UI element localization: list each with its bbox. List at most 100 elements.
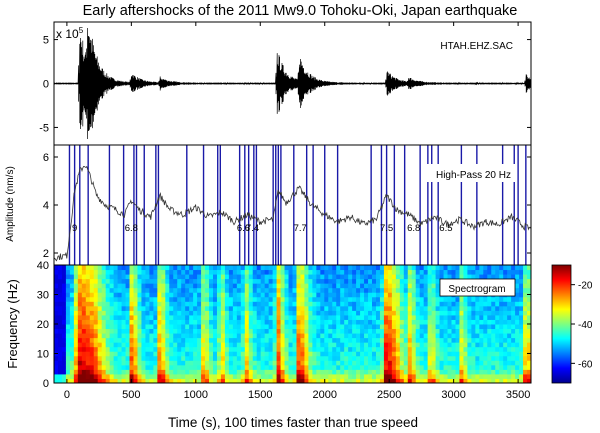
spectrogram-cell xyxy=(73,369,79,375)
spectrogram-cell xyxy=(415,328,421,334)
spectrogram-cell xyxy=(181,314,186,320)
spectrogram-cell xyxy=(193,342,198,348)
spectrogram-cell xyxy=(387,342,393,348)
high-pass-axes: 246 xyxy=(43,152,531,260)
spectrogram-cell xyxy=(129,305,134,311)
spectrogram-cell xyxy=(467,346,472,352)
spectrogram-cell xyxy=(228,265,234,271)
spectrogram-cell xyxy=(324,373,329,379)
spectrogram-cell xyxy=(288,283,293,289)
spectrogram-cell xyxy=(288,310,293,316)
spectrogram-cell xyxy=(129,287,134,293)
spectrogram-cell xyxy=(97,346,103,352)
spectrogram-cell xyxy=(264,337,270,343)
spectrogram-cell xyxy=(197,351,202,357)
spectrogram-cell xyxy=(248,337,254,343)
spectrogram-cell xyxy=(256,319,262,325)
spectrogram-cell xyxy=(137,301,142,307)
spectrogram-cell xyxy=(228,292,234,298)
spectrogram-cell xyxy=(113,292,119,298)
spectrogram-cell xyxy=(264,360,270,366)
spectrogram-cell xyxy=(276,328,282,334)
spectrogram-cell xyxy=(205,364,210,370)
spectrogram-cell xyxy=(224,269,230,275)
spectrogram-cell xyxy=(395,369,401,375)
spectrogram-cell xyxy=(320,269,325,275)
spectrogram-cell xyxy=(423,269,429,275)
spectrogram-cell xyxy=(427,314,433,320)
spectrogram-cell xyxy=(495,346,500,352)
spectrogram-cell xyxy=(85,292,91,298)
spectrogram-cell xyxy=(360,301,365,307)
spectrogram-cell xyxy=(399,369,405,375)
spectrogram-cell xyxy=(348,301,353,307)
spectrogram-cell xyxy=(451,324,456,330)
spectrogram-cell xyxy=(209,364,214,370)
spectrogram-cell xyxy=(109,324,115,330)
spectrogram-cell xyxy=(105,314,111,320)
spectrogram-cell xyxy=(101,265,107,271)
spectrogram-cell xyxy=(352,283,357,289)
spectrogram-cell xyxy=(503,360,508,366)
spectrogram-cell xyxy=(280,301,286,307)
spectrogram-cell xyxy=(340,274,345,280)
spectrogram-cell xyxy=(320,310,325,316)
spectrogram-cell xyxy=(169,314,174,320)
spectrogram-cell xyxy=(276,278,282,284)
spectrogram-cell xyxy=(379,351,385,357)
spectrogram-cell xyxy=(316,378,321,383)
spectrogram-cell xyxy=(268,278,274,284)
spectrogram-cell xyxy=(523,351,528,357)
spectrogram-cell xyxy=(101,287,107,293)
spectrogram-cell xyxy=(157,342,162,348)
colorbar-ticks: -20-40-60 xyxy=(571,281,593,370)
spectrogram-cell xyxy=(467,314,472,320)
spectrogram-cell xyxy=(459,373,464,379)
spectrogram-cell xyxy=(435,283,441,289)
spectrogram-cell xyxy=(332,301,337,307)
spectrogram-cell xyxy=(193,287,198,293)
spectrogram-cell xyxy=(69,351,75,357)
spectrogram-cell xyxy=(93,360,99,366)
spectrogram-cell xyxy=(209,287,214,293)
spectrogram-cell xyxy=(268,351,274,357)
spectrogram-cell xyxy=(324,378,329,383)
spectrogram-cell xyxy=(431,337,437,343)
spectrogram-cell xyxy=(153,278,158,284)
spectrogram-cell xyxy=(399,278,405,284)
spectrogram-cell xyxy=(483,342,488,348)
spectrogram-cell xyxy=(209,373,214,379)
spectrogram-cell xyxy=(268,274,274,280)
spectrogram-cell xyxy=(491,333,496,339)
spectrogram-cell xyxy=(89,274,95,280)
spectrogram-cell xyxy=(77,373,83,379)
spectrogram-cell xyxy=(455,364,460,370)
spectrogram-cell xyxy=(487,301,492,307)
spectrogram-cell xyxy=(407,351,413,357)
spectrogram-cell xyxy=(65,333,71,339)
spectrogram-cell xyxy=(519,378,524,383)
spectrogram-cell xyxy=(479,310,484,316)
spectrogram-cell xyxy=(149,355,154,361)
spectrogram-cell xyxy=(511,360,516,366)
spectrogram-cell xyxy=(137,337,142,343)
spectrogram-cell xyxy=(213,274,218,280)
spectrogram-cell xyxy=(113,305,119,311)
spectrogram-cell xyxy=(527,278,531,284)
spectrogram-cell xyxy=(264,310,270,316)
spectrogram-cell xyxy=(483,378,488,383)
spectrogram-cell xyxy=(340,355,345,361)
spectrogram-cell xyxy=(467,324,472,330)
spectrogram-cell xyxy=(368,378,373,383)
spectrogram-cell xyxy=(177,328,182,334)
spectrogram-cell xyxy=(312,351,317,357)
spectrogram-cell xyxy=(459,360,464,366)
spectrogram-cell xyxy=(69,296,75,302)
spectrogram-cell xyxy=(495,324,500,330)
spectrogram-cell xyxy=(395,342,401,348)
spectrogram-cell xyxy=(264,301,270,307)
spectrogram-cell xyxy=(185,342,190,348)
spectrogram-cell xyxy=(463,269,468,275)
spectrogram-cell xyxy=(296,296,301,302)
spectrogram-cell xyxy=(65,319,71,325)
